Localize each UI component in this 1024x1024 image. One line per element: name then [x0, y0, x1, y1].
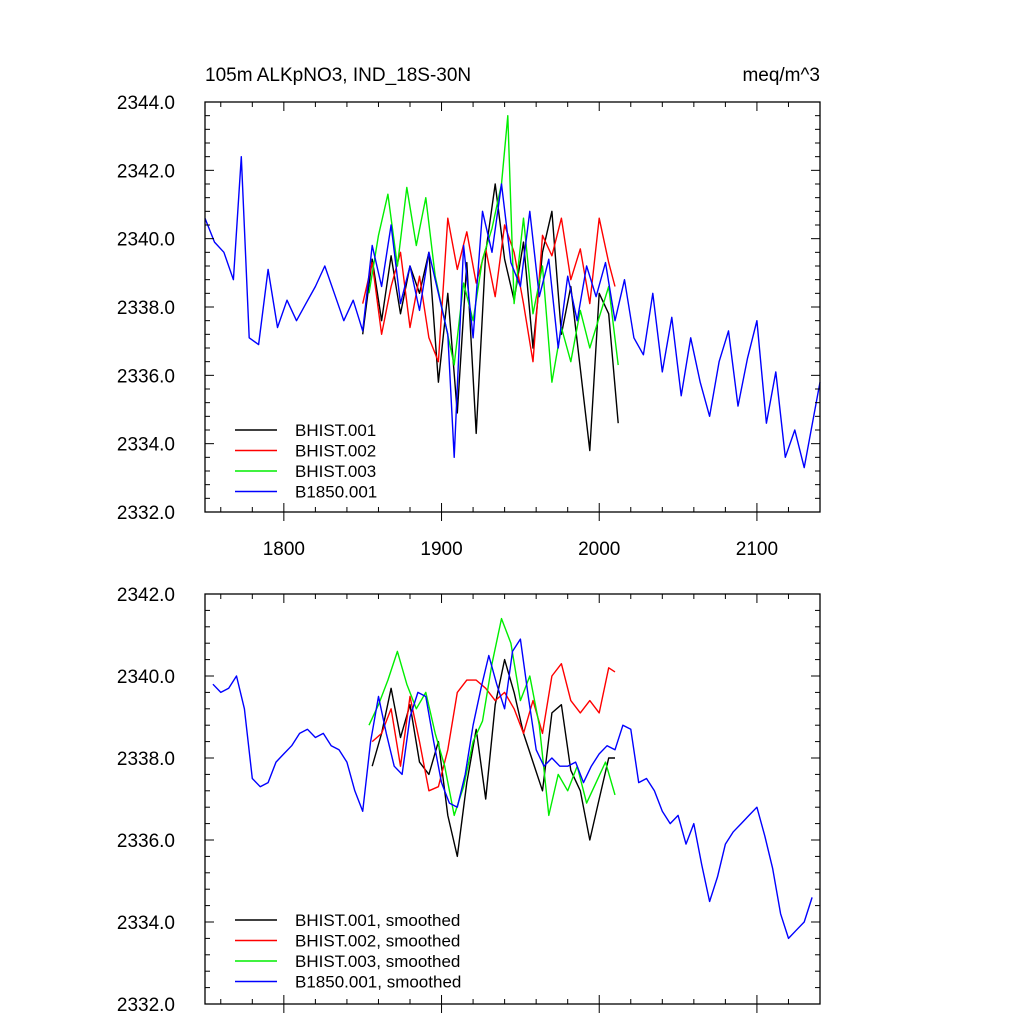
- bottom-plot-frame: [204, 593, 821, 1005]
- bottom-y-tick-label: 2336.0: [117, 831, 175, 852]
- bottom-y-tick-label: 2340.0: [117, 667, 175, 688]
- top-legend-label-2: BHIST.002: [295, 442, 376, 461]
- bottom-legend-label-3: BHIST.003, smoothed: [295, 952, 460, 971]
- bottom-series-line-4: [212, 638, 813, 940]
- bottom-legend-label-2: BHIST.002, smoothed: [295, 932, 460, 951]
- top-y-tick-label: 2344.0: [117, 93, 175, 114]
- bottom-series-line-3: [368, 617, 616, 817]
- top-series-line-1: [362, 183, 619, 452]
- bottom-legend: BHIST.001, smoothed BHIST.002, smoothedBH…: [235, 911, 461, 992]
- bottom-y-tick-label: 2342.0: [117, 585, 175, 606]
- bottom-series-group: [212, 617, 813, 940]
- top-plot-frame: [204, 101, 821, 513]
- top-x-tick-label: 1900: [420, 539, 462, 560]
- bottom-axis-ticks: 2332.0 2334.0 2336.0 2338.0 2340.0 2342.0: [117, 585, 821, 1016]
- top-x-tick-label: 2000: [578, 539, 620, 560]
- top-x-tick-label: 2100: [736, 539, 778, 560]
- top-series-line-4: [204, 156, 821, 469]
- top-series-group: [204, 115, 821, 469]
- bottom-legend-label-4: B1850.001, smoothed: [295, 973, 461, 992]
- top-legend-label-4: B1850.001: [295, 483, 377, 502]
- top-x-tick-label: 1800: [263, 539, 305, 560]
- top-y-tick-label: 2336.0: [117, 366, 175, 387]
- top-chart-title: 105m ALKpNO3, IND_18S-30N: [205, 65, 471, 86]
- top-legend-label-1: BHIST.001: [295, 421, 376, 440]
- top-legend-label-3: BHIST.003: [295, 462, 376, 481]
- bottom-y-tick-label: 2332.0: [117, 995, 175, 1016]
- top-y-tick-label: 2338.0: [117, 298, 175, 319]
- top-y-tick-label: 2332.0: [117, 503, 175, 524]
- top-y-tick-label: 2340.0: [117, 230, 175, 251]
- bottom-legend-label-1: BHIST.001, smoothed: [295, 911, 460, 930]
- bottom-y-tick-label: 2338.0: [117, 749, 175, 770]
- top-y-tick-label: 2342.0: [117, 161, 175, 182]
- top-chart-units: meq/m^3: [742, 65, 820, 86]
- top-y-tick-label: 2334.0: [117, 435, 175, 456]
- top-axis-ticks: 2332.0 2334.0 2336.0 2338.0 2340.0 2342.0 2344…: [117, 93, 821, 560]
- top-series-line-2: [362, 217, 616, 363]
- top-series-line-3: [368, 115, 619, 383]
- bottom-panel: 2332.0 2334.0 2336.0 2338.0 2340.0 2342.0 BHI…: [117, 585, 821, 1016]
- bottom-y-tick-label: 2334.0: [117, 913, 175, 934]
- top-panel: 105m ALKpNO3, IND_18S-30N meq/m^3 2332.0…: [117, 65, 821, 560]
- bottom-series-line-2: [371, 663, 616, 792]
- bottom-series-line-1: [371, 658, 615, 858]
